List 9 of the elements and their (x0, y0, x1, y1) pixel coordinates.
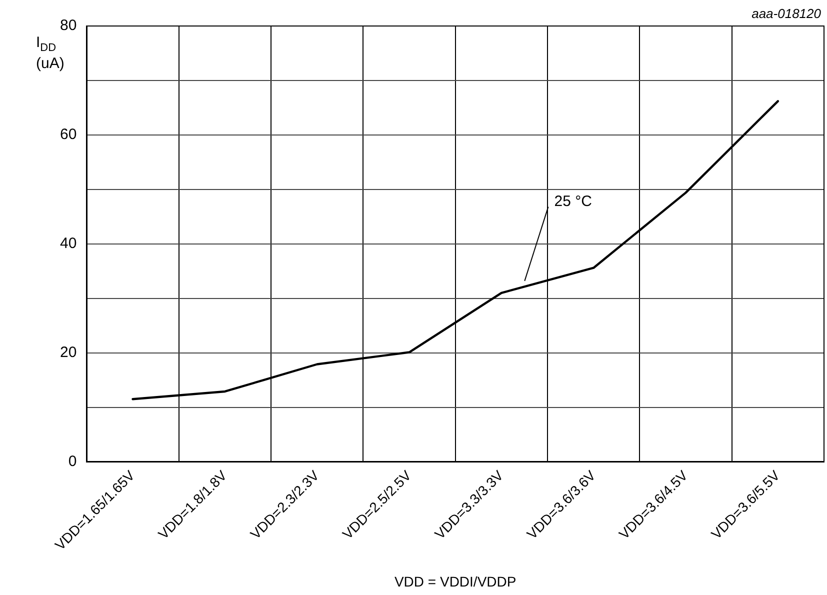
y-tick-label: 80 (60, 17, 77, 34)
y-tick-label: 20 (60, 344, 77, 361)
annotation: 25 °C (554, 192, 592, 210)
y-tick-label: 60 (60, 126, 77, 144)
x-axis-title: VDD = VDDI/VDDP (394, 573, 516, 590)
y-tick-label: 40 (60, 235, 77, 252)
text: aaa-018120 (752, 6, 821, 21)
y-tick-label: 0 (68, 452, 77, 470)
y-axis-title: I$_{DD}$ (uA) (36, 34, 66, 72)
